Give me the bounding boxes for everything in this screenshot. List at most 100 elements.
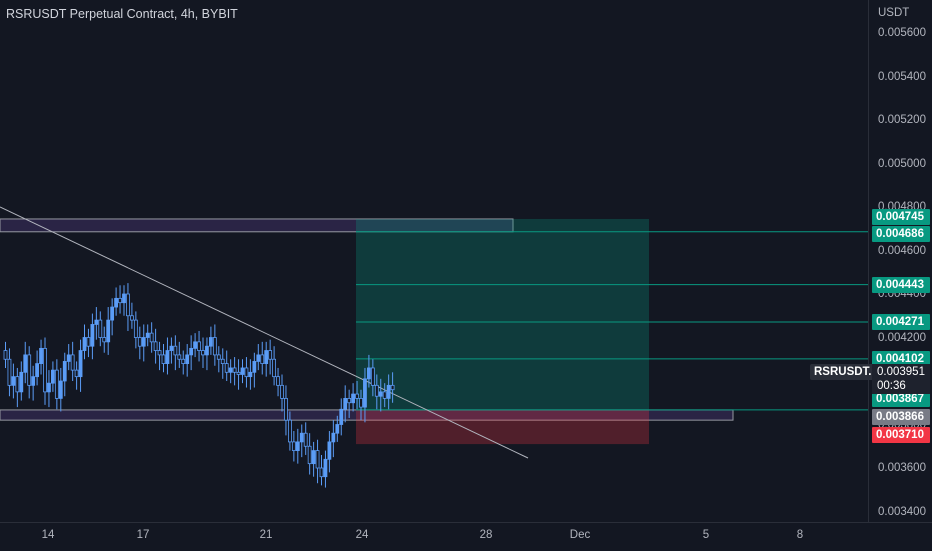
candle-countdown: 00:36 [877,380,906,392]
candle-body [161,354,166,364]
candle-body [339,408,344,425]
candle-body [236,371,241,375]
candle-body [169,345,174,351]
time-axis-tick: 5 [702,529,710,541]
candle-body [177,354,182,360]
candle-body [106,319,111,343]
candle-body [118,297,122,304]
current-price: 0.003951 [877,366,925,378]
candle-body [248,371,253,378]
stop-area [356,410,649,445]
candle-body [307,445,312,465]
candle-body [102,337,107,343]
candle-body [58,380,63,399]
candle-body [62,361,67,382]
candle-body [366,367,371,380]
price-tag: 0.003867 [872,391,930,407]
candle-body [197,341,201,351]
price-tag: 0.003710 [872,427,930,443]
candle-body [173,345,178,356]
candle-body [287,419,292,443]
time-axis-tick: Dec [569,529,591,541]
candle-body [27,354,32,386]
candle-body [31,376,36,386]
price-axis-tick: 0.004200 [878,331,926,344]
price-tag: 0.004443 [872,276,930,293]
price-axis-tick: 0.003600 [878,462,926,474]
time-axis-tick: 8 [796,529,804,541]
candle-body [15,376,20,393]
candle-body [335,424,340,434]
candle-body [7,358,12,386]
candle-body [66,354,71,362]
candle-body [193,341,198,349]
price-axis-tick: 0.005200 [878,114,926,126]
candle-body [137,337,142,347]
candle-body [319,467,324,478]
candle-body [43,347,47,393]
time-axis-tick: 28 [479,529,493,541]
price-tag: 0.003866 [872,409,930,425]
candle-body [382,391,387,399]
candle-body [114,297,118,308]
candle-body [126,293,130,317]
price-tag: 0.004686 [872,225,930,242]
candle-body [51,369,55,384]
candle-body [311,450,316,465]
candle-body [165,350,170,364]
candle-body [216,354,221,360]
time-axis-tick: 14 [41,529,55,541]
candle-body [185,354,190,364]
candle-body [205,345,209,356]
candle-body [280,384,284,399]
candle-body [90,324,95,347]
candle-body [3,350,8,360]
candle-body [98,319,103,338]
candle-body [244,367,249,378]
price-tag: 0.004745 [872,208,930,225]
candle-body [268,350,273,360]
time-axis-tick: 17 [136,529,150,541]
candle-body [208,337,213,347]
candle-body [291,441,296,451]
candle-body [390,384,395,391]
candle-body [355,393,359,399]
candle-body [129,315,134,321]
candle-body [252,361,257,373]
price-axis-tick: 0.005600 [878,27,926,39]
price-axis[interactable] [868,0,932,522]
candle-body [78,350,83,378]
candle-body [220,358,225,364]
candle-body [94,319,99,325]
price-tag: 0.004271 [872,314,930,331]
candle-body [145,332,150,338]
candle-body [153,341,158,351]
candle-body [264,350,269,364]
candle-body [157,350,162,356]
chart-title: RSRUSDT Perpetual Contract, 4h, BYBIT [6,7,238,21]
candle-body [11,376,16,386]
candle-body [189,347,194,356]
candle-body [359,397,363,408]
candle-body [374,384,379,397]
candle-body [276,376,280,386]
candle-body [19,371,24,393]
candle-body [54,369,59,399]
resistance-zone [0,218,514,233]
candle-body [149,332,154,343]
price-axis-unit: USDT [878,7,910,19]
time-axis[interactable] [0,522,932,551]
candle-body [327,441,332,460]
candle-body [70,354,75,371]
candle-body [323,458,328,478]
candle-body [74,369,79,378]
candle-body [386,384,391,399]
candle-body [331,432,336,443]
symbol-badge: RSRUSDT.P [810,364,884,380]
target-area [356,218,649,411]
price-tag: 0.004102 [872,350,930,367]
candle-body [86,337,91,347]
candle-body [256,354,261,362]
